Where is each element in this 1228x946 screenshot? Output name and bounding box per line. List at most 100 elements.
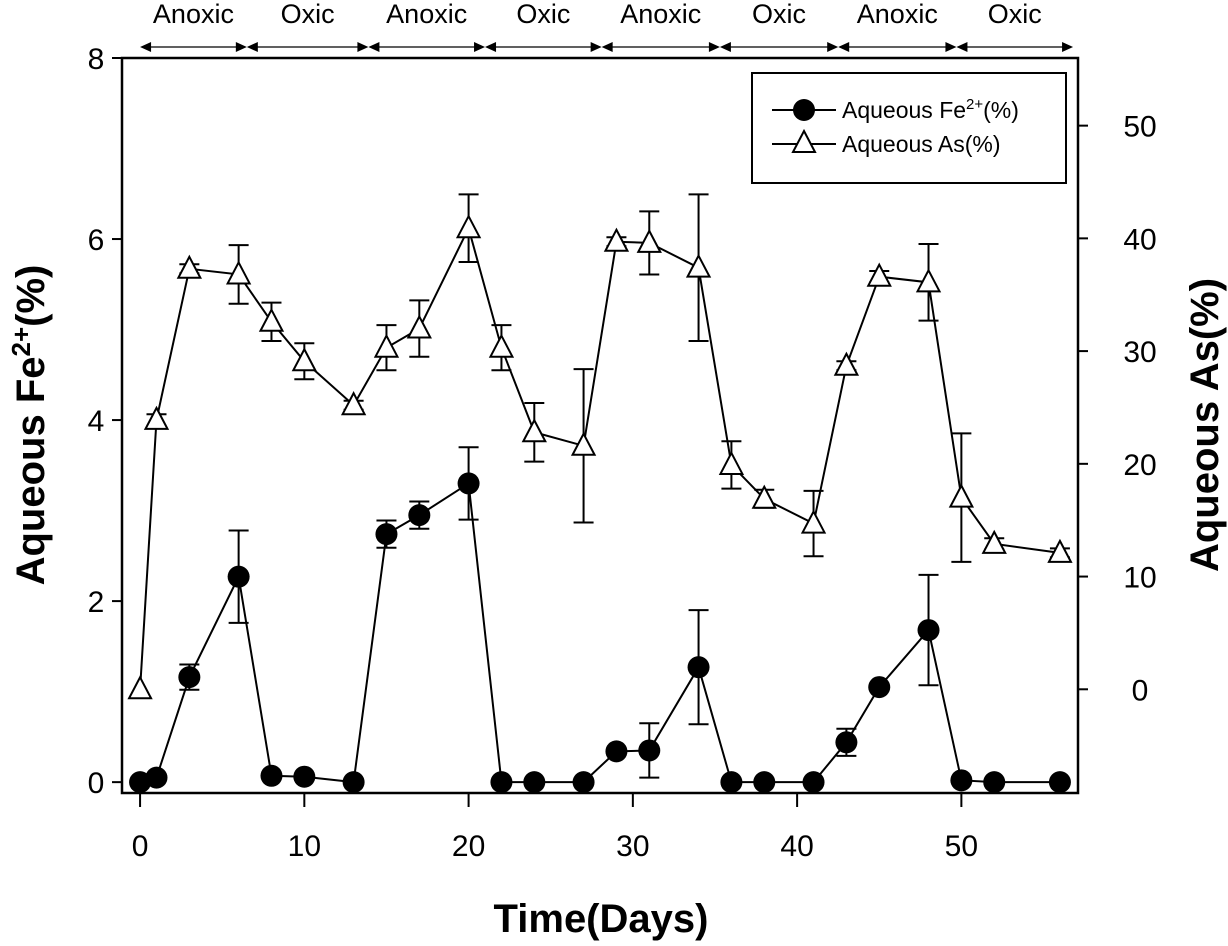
y-right-tick-label: 40 xyxy=(1123,223,1156,256)
y-right-tick-label: 30 xyxy=(1123,336,1156,369)
data-point-as xyxy=(833,351,860,376)
y-axis-right-title: Aqueous As(%) xyxy=(1183,278,1227,572)
phase-arrowhead-left xyxy=(719,42,731,52)
data-point-fe xyxy=(983,771,1006,794)
legend-marker-open-triangle xyxy=(791,128,817,153)
phase-arrowhead-left xyxy=(485,42,497,52)
data-point-as xyxy=(373,333,400,358)
data-point-fe xyxy=(687,656,710,679)
legend-label-fe: Aqueous Fe xyxy=(842,97,966,123)
legend-marker-filled-circle xyxy=(793,99,815,121)
data-point-fe xyxy=(375,523,398,546)
y-left-tick-label: 8 xyxy=(88,43,105,76)
y-right-tick-label: 20 xyxy=(1123,449,1156,482)
data-point-as xyxy=(291,347,317,372)
series-line xyxy=(139,225,1061,690)
data-point-fe xyxy=(490,771,513,794)
data-point-fe xyxy=(523,771,546,794)
data-point-fe xyxy=(720,771,743,794)
y-left-title-suffix: (%) xyxy=(9,265,53,327)
y-axis-left: 0 2 4 6 8 xyxy=(88,43,122,800)
x-axis-title: Time(Days) xyxy=(494,897,709,941)
phase-label: Anoxic xyxy=(857,0,938,29)
data-point-fe xyxy=(260,764,283,787)
y-right-tick-label: 0 xyxy=(1132,674,1149,707)
phase-label: Oxic xyxy=(752,0,806,29)
phase-arrowhead-left xyxy=(140,42,152,52)
x-tick-label: 20 xyxy=(452,830,485,863)
data-point-fe xyxy=(1048,771,1071,794)
data-point-as xyxy=(488,333,515,358)
y-left-tick-label: 2 xyxy=(88,586,105,619)
svg-text:Aqueous Fe2+(%): Aqueous Fe2+(%) xyxy=(842,96,1019,123)
y-axis-left-title: Aqueous Fe2+(%) xyxy=(6,265,53,586)
phase-arrowhead-left xyxy=(956,42,968,52)
data-point-as xyxy=(521,418,547,443)
y-right-tick-label: 10 xyxy=(1123,562,1156,595)
legend-label-as: Aqueous As(%) xyxy=(842,131,1001,157)
data-point-as xyxy=(981,529,1007,554)
data-point-fe xyxy=(408,504,431,527)
legend: Aqueous Fe2+(%) Aqueous As(%) xyxy=(751,72,1067,184)
legend-entry-as: Aqueous As(%) xyxy=(772,128,1001,157)
data-point-as xyxy=(603,227,630,252)
data-point-as xyxy=(340,391,367,416)
phase-arrowhead-right xyxy=(827,42,839,52)
phase-arrowhead-right xyxy=(1062,42,1074,52)
data-point-as xyxy=(636,228,662,253)
phase-arrowhead-left xyxy=(838,42,850,52)
data-point-as xyxy=(1047,538,1073,563)
data-point-as xyxy=(143,405,170,430)
data-point-as xyxy=(915,268,942,293)
data-point-fe xyxy=(753,771,776,794)
data-point-as xyxy=(685,253,712,278)
data-point-fe xyxy=(145,766,168,789)
phase-label: Anoxic xyxy=(153,0,234,29)
data-point-as xyxy=(127,675,153,700)
x-tick-label: 30 xyxy=(616,830,649,863)
y-left-tick-label: 0 xyxy=(88,767,105,800)
data-point-as xyxy=(948,483,975,508)
data-point-as xyxy=(225,260,252,285)
series-layer xyxy=(127,193,1073,794)
phase-arrowhead-right xyxy=(590,42,602,52)
data-point-fe xyxy=(572,771,595,794)
phase-arrowhead-left xyxy=(601,42,613,52)
legend-label-fe-suffix: (%) xyxy=(983,97,1019,123)
y-axis-right: 0 10 20 30 40 50 xyxy=(1078,111,1157,707)
phase-label: Anoxic xyxy=(620,0,701,29)
data-point-as xyxy=(258,307,285,332)
data-point-as xyxy=(751,484,777,509)
phase-label: Oxic xyxy=(281,0,335,29)
phase-arrowhead-left xyxy=(368,42,380,52)
data-point-fe xyxy=(293,765,316,788)
data-point-fe xyxy=(605,740,628,763)
x-tick-label: 10 xyxy=(288,830,321,863)
x-tick-label: 50 xyxy=(945,830,978,863)
data-point-as xyxy=(800,509,827,534)
data-point-fe xyxy=(227,565,250,588)
phase-arrowhead-right xyxy=(474,42,486,52)
phase-arrowhead-right xyxy=(235,42,247,52)
series-as xyxy=(127,193,1073,700)
data-point-as xyxy=(455,214,482,239)
data-point-as xyxy=(570,431,597,456)
data-point-fe xyxy=(917,619,940,642)
legend-box xyxy=(751,72,1067,184)
data-point-as xyxy=(176,254,202,279)
data-point-fe xyxy=(802,771,825,794)
series-fe xyxy=(129,446,1071,794)
y-left-tick-label: 6 xyxy=(88,224,105,257)
phase-arrowhead-left xyxy=(246,42,258,52)
legend-entry-fe: Aqueous Fe2+(%) xyxy=(772,96,1019,123)
data-point-fe xyxy=(638,739,661,762)
y-left-title-base: Aqueous Fe xyxy=(9,356,53,585)
phase-label: Oxic xyxy=(988,0,1042,29)
data-point-fe xyxy=(178,666,201,689)
phase-arrowhead-right xyxy=(357,42,369,52)
data-point-as xyxy=(718,450,745,475)
phase-arrowhead-right xyxy=(708,42,720,52)
y-left-title-sup: 2+ xyxy=(6,327,36,357)
legend-label-fe-sup: 2+ xyxy=(966,96,983,113)
